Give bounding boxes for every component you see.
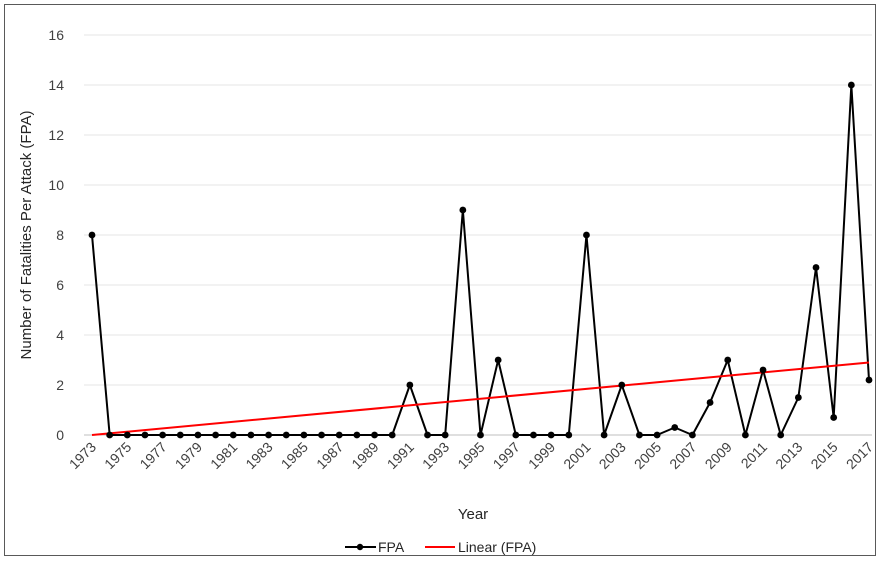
fpa-data-point xyxy=(759,366,767,374)
fpa-data-point xyxy=(141,431,149,439)
fpa-data-point xyxy=(865,376,873,384)
fpa-data-point xyxy=(547,431,555,439)
fpa-data-point xyxy=(565,431,573,439)
fpa-data-point xyxy=(653,431,661,439)
x-tick-label: 1987 xyxy=(313,439,346,472)
fpa-data-point xyxy=(671,424,679,431)
linear-trend-line xyxy=(91,361,870,436)
x-tick-label: 2013 xyxy=(772,439,805,472)
x-tick-label: 2015 xyxy=(807,439,840,472)
x-tick-label: 2007 xyxy=(666,439,699,472)
y-axis-label: Number of Fatalities Per Attack (FPA) xyxy=(18,111,35,360)
x-tick-label: 2001 xyxy=(560,439,593,472)
fpa-data-point xyxy=(741,431,749,439)
fpa-data-point xyxy=(353,431,361,439)
x-tick-label: 1979 xyxy=(172,439,205,472)
fpa-data-point xyxy=(512,431,520,439)
fpa-data-point xyxy=(830,414,838,421)
y-tick-label: 2 xyxy=(56,377,64,393)
x-axis-label: Year xyxy=(458,506,488,523)
legend: FPA Linear (FPA) xyxy=(345,539,536,555)
x-tick-label: 2003 xyxy=(596,439,629,472)
fpa-data-point xyxy=(706,399,714,406)
x-tick-label: 2017 xyxy=(843,439,876,472)
legend-linear-label: Linear (FPA) xyxy=(458,539,536,555)
x-tick-label: 1997 xyxy=(490,439,523,472)
fpa-data-point xyxy=(477,431,484,439)
x-tick-label: 1989 xyxy=(348,439,381,472)
x-tick-label: 2009 xyxy=(702,439,735,472)
y-tick-label: 6 xyxy=(56,277,64,293)
y-tick-label: 12 xyxy=(48,127,64,143)
chart-frame xyxy=(4,4,876,556)
fpa-data-point xyxy=(424,431,431,439)
x-tick-label: 1977 xyxy=(136,439,169,472)
x-tick-label: 1985 xyxy=(278,439,311,472)
x-tick-label: 1993 xyxy=(419,439,452,472)
fpa-data-point xyxy=(106,431,114,439)
fpa-data-point xyxy=(265,431,272,439)
fpa-data-point xyxy=(583,231,590,239)
fpa-data-point xyxy=(212,431,220,439)
fpa-data-point xyxy=(777,431,785,439)
fpa-data-point xyxy=(636,431,643,439)
fpa-data-point xyxy=(441,431,449,439)
y-tick-label: 4 xyxy=(56,327,64,343)
legend-fpa-label: FPA xyxy=(378,539,405,555)
legend-fpa-marker xyxy=(356,543,364,551)
fpa-data-point xyxy=(318,431,325,439)
x-tick-label: 1975 xyxy=(101,439,134,472)
fpa-data-point xyxy=(300,431,308,439)
fpa-data-point xyxy=(689,431,696,439)
fpa-data-point xyxy=(600,431,608,439)
fpa-data-point xyxy=(530,431,537,439)
y-tick-label: 8 xyxy=(56,227,64,243)
fpa-data-point xyxy=(247,431,255,439)
fpa-data-point xyxy=(176,431,184,439)
fpa-data-point xyxy=(159,431,167,439)
fpa-data-point xyxy=(123,431,131,439)
fpa-data-point xyxy=(794,394,802,401)
fpa-data-point xyxy=(282,431,290,439)
y-tick-label: 14 xyxy=(48,77,64,93)
fpa-data-point xyxy=(812,264,820,271)
fpa-data-point xyxy=(229,431,237,439)
x-tick-label: 2011 xyxy=(738,439,771,472)
fpa-data-point xyxy=(459,206,467,214)
x-tick-label: 1983 xyxy=(242,439,275,472)
fpa-data-point xyxy=(406,381,414,389)
fpa-data-point xyxy=(88,231,96,239)
y-tick-label: 10 xyxy=(48,177,64,193)
x-tick-label: 1973 xyxy=(66,439,99,472)
fpa-data-point xyxy=(494,356,502,364)
x-tick-label: 2005 xyxy=(631,439,664,472)
x-tick-label: 1991 xyxy=(384,439,417,472)
x-tick-label: 1981 xyxy=(207,439,240,472)
fpa-data-point xyxy=(618,381,626,389)
fpa-data-point xyxy=(847,81,855,89)
fpa-series-line xyxy=(91,84,870,436)
y-tick-label: 0 xyxy=(56,427,64,443)
x-tick-label: 1999 xyxy=(525,439,558,472)
x-tick-label: 1995 xyxy=(454,439,487,472)
fpa-data-point xyxy=(371,431,378,439)
fpa-data-point xyxy=(388,431,396,439)
fpa-data-point xyxy=(724,356,732,364)
fpa-data-point xyxy=(194,431,202,439)
fpa-data-point xyxy=(335,431,343,439)
y-tick-label: 16 xyxy=(48,27,64,43)
